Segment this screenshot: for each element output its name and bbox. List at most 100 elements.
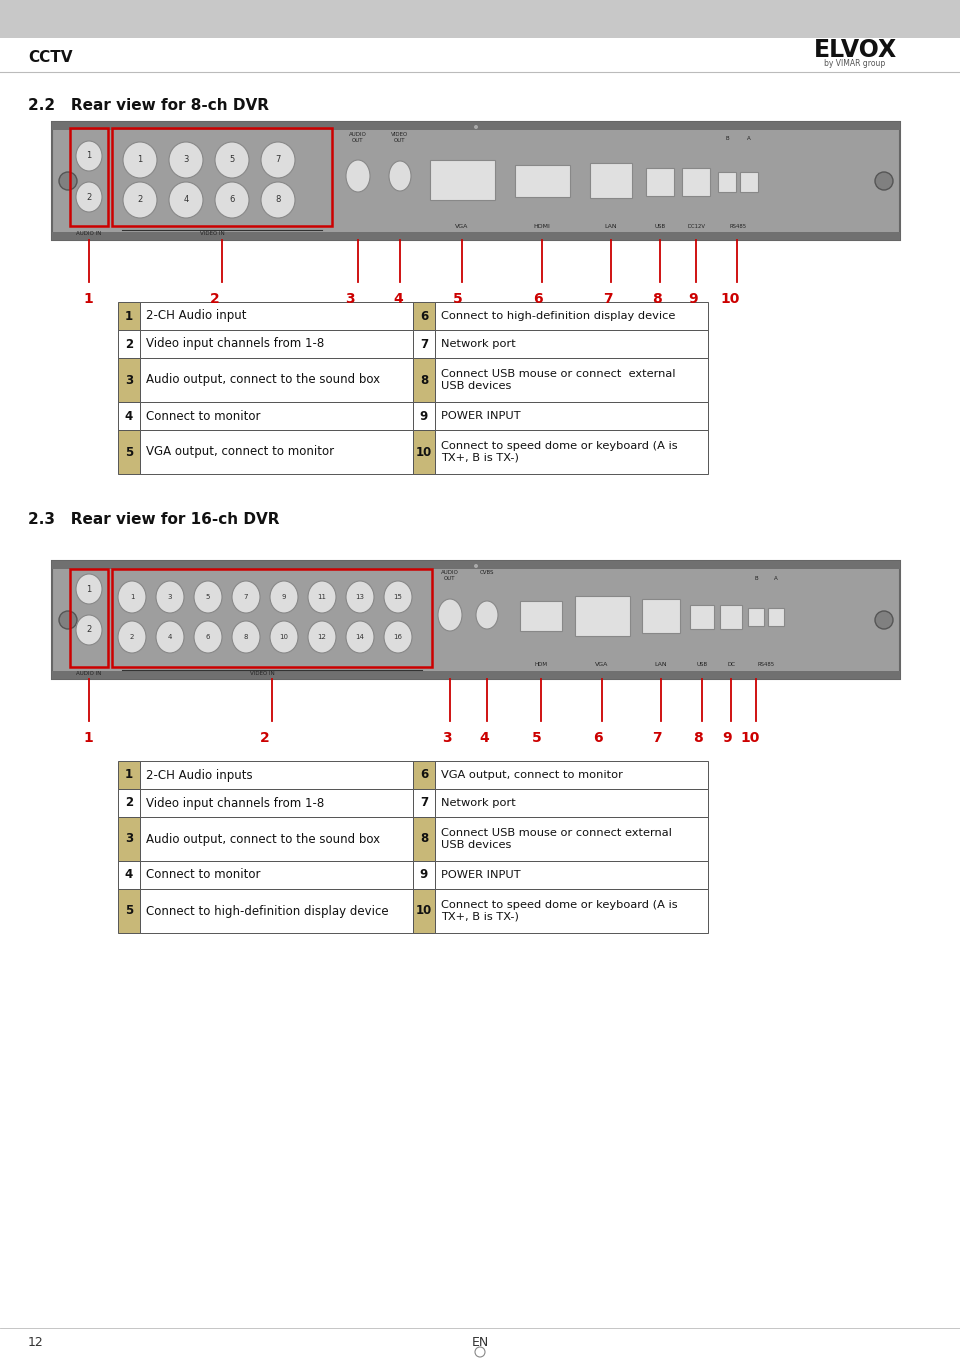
Ellipse shape: [118, 621, 146, 653]
Ellipse shape: [215, 182, 249, 219]
Text: VIDEO: VIDEO: [392, 132, 409, 137]
Bar: [112, 569, 432, 667]
Bar: [515, 166, 570, 197]
Text: AUDIO IN: AUDIO IN: [76, 671, 102, 676]
Text: DC12V: DC12V: [687, 224, 705, 228]
Bar: [682, 168, 710, 196]
Text: 8: 8: [244, 634, 249, 640]
Text: 2: 2: [86, 626, 91, 634]
Bar: [112, 128, 332, 225]
Text: B: B: [755, 576, 757, 580]
Ellipse shape: [123, 182, 157, 219]
Text: DC: DC: [727, 663, 735, 668]
Text: USB: USB: [696, 663, 708, 668]
Bar: [413, 430, 435, 474]
Bar: [118, 889, 140, 933]
Bar: [435, 430, 708, 474]
Text: VGA output, connect to monitor: VGA output, connect to monitor: [441, 770, 623, 779]
Text: 8: 8: [420, 373, 428, 387]
Ellipse shape: [438, 599, 462, 631]
Text: 8: 8: [652, 292, 661, 306]
Text: 8: 8: [693, 731, 703, 746]
Ellipse shape: [76, 182, 102, 212]
Text: RS485: RS485: [757, 663, 775, 668]
Text: Video input channels from 1-8: Video input channels from 1-8: [146, 338, 324, 350]
Text: 1: 1: [84, 731, 93, 746]
Text: RS485: RS485: [730, 224, 747, 228]
Text: 9: 9: [420, 869, 428, 881]
Text: 6: 6: [205, 634, 210, 640]
Text: 3: 3: [183, 156, 189, 164]
Bar: [435, 330, 708, 359]
Bar: [118, 861, 140, 889]
Ellipse shape: [194, 581, 222, 612]
Bar: [52, 561, 900, 679]
Text: 3: 3: [125, 373, 133, 387]
Text: 5: 5: [205, 593, 210, 600]
Text: 6: 6: [420, 310, 428, 322]
Text: 6: 6: [593, 731, 603, 746]
Text: 3: 3: [346, 292, 355, 306]
Bar: [118, 789, 140, 818]
Text: Network port: Network port: [441, 799, 516, 808]
Text: 5: 5: [229, 156, 234, 164]
Text: 9: 9: [688, 292, 698, 306]
Text: 2.2   Rear view for 8-ch DVR: 2.2 Rear view for 8-ch DVR: [28, 98, 269, 113]
Text: 6: 6: [229, 196, 234, 205]
Ellipse shape: [215, 143, 249, 178]
Ellipse shape: [384, 581, 412, 612]
Bar: [140, 359, 413, 402]
Text: 2-CH Audio input: 2-CH Audio input: [146, 310, 247, 322]
Bar: [642, 599, 680, 633]
Bar: [413, 861, 435, 889]
Ellipse shape: [156, 621, 184, 653]
Bar: [435, 760, 708, 789]
Bar: [435, 301, 708, 330]
Bar: [413, 301, 435, 330]
Text: OUT: OUT: [444, 577, 456, 581]
Text: 6: 6: [420, 769, 428, 781]
Ellipse shape: [346, 581, 374, 612]
Ellipse shape: [118, 581, 146, 612]
Ellipse shape: [76, 141, 102, 171]
Ellipse shape: [308, 581, 336, 612]
Text: 2: 2: [86, 193, 91, 201]
Bar: [52, 232, 900, 240]
Text: 1: 1: [125, 310, 133, 322]
Text: 10: 10: [416, 445, 432, 459]
Text: Audio output, connect to the sound box: Audio output, connect to the sound box: [146, 373, 380, 387]
Bar: [118, 330, 140, 359]
Ellipse shape: [232, 621, 260, 653]
Ellipse shape: [194, 621, 222, 653]
Text: 1: 1: [137, 156, 143, 164]
Text: 1: 1: [86, 584, 91, 593]
Ellipse shape: [346, 160, 370, 191]
Text: A: A: [774, 576, 778, 580]
Text: 7: 7: [603, 292, 612, 306]
Text: USB: USB: [655, 224, 665, 228]
Bar: [720, 606, 742, 629]
Circle shape: [474, 564, 478, 568]
Bar: [140, 402, 413, 430]
Text: Connect to monitor: Connect to monitor: [146, 869, 260, 881]
Ellipse shape: [346, 621, 374, 653]
Text: 4: 4: [125, 410, 133, 422]
Text: 2.3   Rear view for 16-ch DVR: 2.3 Rear view for 16-ch DVR: [28, 512, 279, 527]
Text: OUT: OUT: [352, 137, 364, 143]
Text: CCTV: CCTV: [28, 49, 73, 64]
Text: 9: 9: [722, 731, 732, 746]
Bar: [140, 789, 413, 818]
Bar: [435, 789, 708, 818]
Text: 7: 7: [652, 731, 661, 746]
Text: 12: 12: [28, 1335, 44, 1348]
Text: 2: 2: [130, 634, 134, 640]
Text: 5: 5: [453, 292, 463, 306]
Text: 1: 1: [84, 292, 93, 306]
Bar: [435, 402, 708, 430]
Text: POWER INPUT: POWER INPUT: [441, 411, 520, 421]
Bar: [52, 671, 900, 679]
Ellipse shape: [232, 581, 260, 612]
Text: 10: 10: [416, 904, 432, 918]
Text: 1: 1: [86, 152, 91, 160]
Bar: [52, 122, 900, 240]
